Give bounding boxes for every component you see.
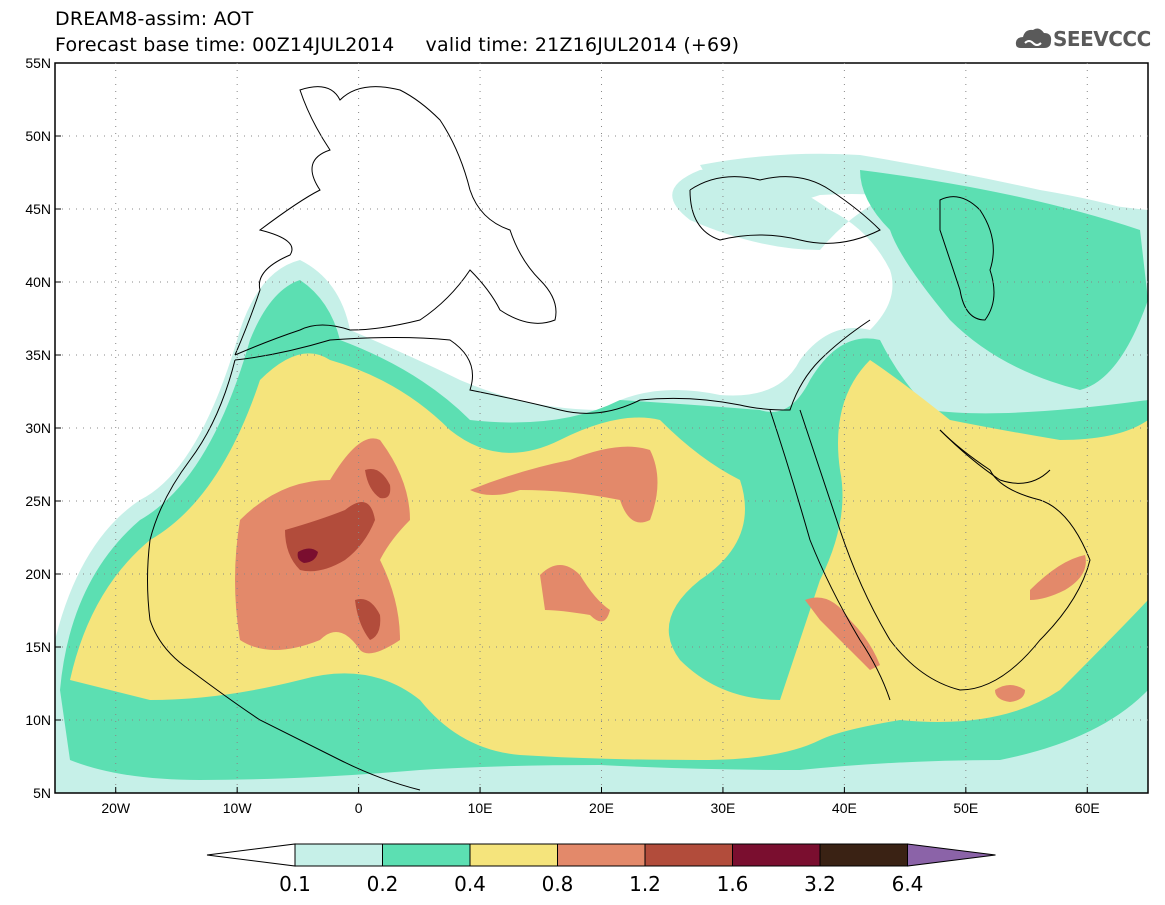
colorbar-labels: 0.1 0.2 0.4 0.8 1.2 1.6 3.2 6.4 [279, 872, 923, 896]
lon-tick-label: 40E [832, 800, 857, 816]
coast-caspian [939, 196, 995, 321]
aot-level-0.8-chad [540, 565, 610, 622]
lat-tick-label: 20N [25, 566, 51, 582]
lon-tick-label: 0 [355, 800, 363, 816]
seevccc-logo: SEEVCCC [1015, 24, 1155, 54]
aot-level-0.2-caspian [860, 170, 1148, 390]
colorbar-high-arrow [907, 843, 996, 867]
longitude-axis: 20W 10W 0 10E 20E 30E 40E 50E 60E [101, 787, 1100, 816]
colorbar-box [382, 843, 471, 867]
lat-tick-label: 30N [25, 420, 51, 436]
colorbar-threshold-label: 0.1 [279, 872, 311, 896]
colorbar-threshold-label: 0.8 [542, 872, 574, 896]
coast-europe [234, 86, 557, 356]
colorbar-threshold-label: 3.2 [804, 872, 836, 896]
aot-level-0.8-ethiopia [805, 597, 880, 670]
colorbar-box [819, 843, 908, 867]
aot-level-0.8-oman [1030, 555, 1086, 600]
lat-tick-label: 40N [25, 274, 51, 290]
coastlines [147, 86, 1091, 791]
lat-tick-label: 55N [25, 55, 51, 71]
aot-level-1.2-south [355, 599, 381, 640]
lat-tick-label: 45N [25, 201, 51, 217]
aot-level-0.8-libya [470, 446, 658, 523]
lon-tick-label: 10E [468, 800, 493, 816]
aot-level-1.2-north [365, 469, 391, 499]
lon-tick-label: 50E [953, 800, 978, 816]
coast-africa-north [234, 319, 871, 414]
colorbar-box [557, 843, 646, 867]
lon-tick-label: 20W [101, 800, 131, 816]
lat-tick-label: 50N [25, 128, 51, 144]
model-title: DREAM8-assim: AOT [55, 8, 254, 30]
lon-tick-label: 30E [710, 800, 735, 816]
lat-tick-label: 35N [25, 347, 51, 363]
lat-tick-label: 15N [25, 639, 51, 655]
lon-tick-label: 60E [1075, 800, 1100, 816]
lat-tick-label: 5N [33, 785, 51, 801]
colorbar-box [732, 843, 821, 867]
aot-level-0.8-arabian-sea [995, 685, 1025, 702]
colorbar-threshold-label: 6.4 [892, 872, 924, 896]
coast-arabia [799, 409, 1091, 691]
colorbar-box [294, 843, 383, 867]
lat-tick-label: 25N [25, 493, 51, 509]
forecast-time-title: Forecast base time: 00Z14JUL2014 valid t… [55, 34, 740, 56]
colorbar-threshold-label: 1.6 [717, 872, 749, 896]
coast-africa-west [147, 359, 421, 791]
coast-black-sea [689, 176, 881, 244]
coast-red-sea [769, 409, 891, 701]
latitude-axis: 55N 50N 45N 40N 35N 30N 25N 20N 15N 10N 5N [25, 55, 61, 801]
cloud-icon [1015, 28, 1052, 48]
aot-field [55, 153, 1148, 793]
colorbar-threshold-label: 0.2 [367, 872, 399, 896]
lon-tick-label: 10W [223, 800, 253, 816]
colorbar-box [469, 843, 558, 867]
aot-level-0.4 [70, 353, 1148, 760]
colorbar-box [644, 843, 733, 867]
logo-text: SEEVCCC [1053, 27, 1151, 51]
colorbar-threshold-label: 1.2 [629, 872, 661, 896]
colorbar-low-arrow [206, 843, 296, 867]
coast-persian-gulf [939, 429, 1051, 484]
lon-tick-label: 20E [589, 800, 614, 816]
colorbar-threshold-label: 0.4 [454, 872, 486, 896]
lat-tick-label: 10N [25, 712, 51, 728]
graticule [55, 63, 1148, 793]
colorbar-boxes [206, 843, 996, 867]
aot-level-1.6 [297, 548, 318, 563]
